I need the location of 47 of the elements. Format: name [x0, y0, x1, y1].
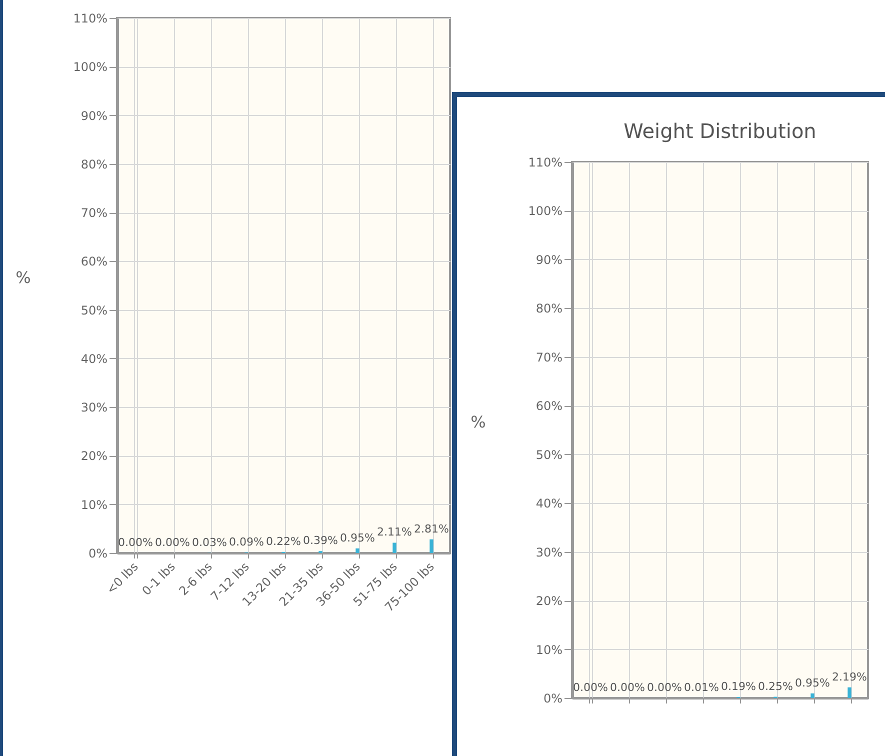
- y-tick-label: 40%: [536, 496, 562, 511]
- x-tick-label: 0-1 lbs: [139, 560, 178, 598]
- bar: [430, 539, 434, 553]
- y-axis-title: %: [470, 412, 486, 432]
- y-tick-label: 10%: [536, 642, 562, 657]
- y-tick-label: 30%: [536, 545, 562, 560]
- data-label: 0.00%: [155, 536, 190, 549]
- y-tick-label: 80%: [536, 302, 562, 316]
- y-tick-label: 100%: [528, 204, 562, 218]
- y-tick-label: 70%: [536, 350, 562, 364]
- y-tick-label: 0%: [88, 546, 108, 560]
- data-label: 0.25%: [758, 680, 793, 693]
- data-label: 0.03%: [192, 536, 227, 549]
- bar: [392, 542, 396, 553]
- data-label: 0.95%: [795, 676, 830, 690]
- y-tick-label: 20%: [536, 594, 562, 608]
- data-label: 0.00%: [647, 681, 682, 694]
- y-tick-label: 110%: [528, 156, 562, 170]
- x-tick-label: <0 lbs: [104, 560, 141, 597]
- y-tick-label: 50%: [80, 303, 108, 318]
- data-label: 0.19%: [721, 680, 756, 694]
- y-tick-label: 50%: [536, 448, 562, 462]
- data-label: 0.39%: [303, 534, 338, 548]
- bar: [356, 548, 360, 553]
- y-tick-label: 10%: [80, 498, 108, 512]
- y-tick-label: 30%: [80, 400, 108, 415]
- y-tick-label: 80%: [80, 157, 108, 172]
- y-tick-label: 110%: [73, 12, 108, 26]
- y-tick-label: 20%: [80, 449, 108, 464]
- data-label: 0.01%: [684, 680, 719, 694]
- data-label: 0.00%: [610, 681, 645, 694]
- y-tick-label: 0%: [543, 692, 562, 706]
- data-label: 0.09%: [229, 536, 264, 549]
- y-tick-label: 70%: [80, 206, 108, 220]
- y-tick-label: 60%: [536, 399, 562, 414]
- data-label: 0.95%: [340, 531, 375, 544]
- chart-title: Weight Distribution: [624, 119, 816, 143]
- data-label: 2.19%: [832, 670, 867, 684]
- data-label: 2.11%: [377, 526, 412, 539]
- y-tick-label: 100%: [73, 60, 108, 74]
- y-axis-title: %: [16, 268, 31, 287]
- y-tick-label: 40%: [80, 352, 108, 366]
- y-tick-label: 90%: [536, 252, 562, 267]
- y-tick-label: 90%: [80, 108, 108, 123]
- data-label: 2.81%: [414, 522, 449, 536]
- data-label: 0.22%: [266, 534, 301, 548]
- y-tick-label: 60%: [80, 254, 108, 269]
